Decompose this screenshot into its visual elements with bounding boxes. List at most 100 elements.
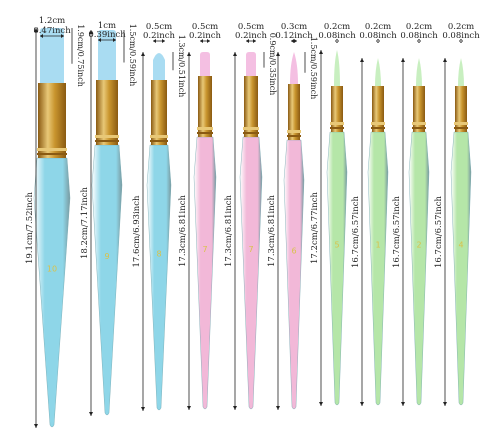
width-arrowheads [246, 39, 256, 43]
brush-handle [239, 136, 263, 410]
brush-bristles [40, 28, 64, 83]
head-width-inch-label: 0.08inch [442, 31, 480, 41]
head-length-label: 1.3cm/0.51inch [177, 35, 186, 98]
head-width-inch-label: 0.39inch [88, 30, 126, 40]
width-arrowheads [376, 39, 380, 43]
head-width-inch-label: 0.2inch [189, 31, 221, 41]
brush-handle [408, 131, 430, 406]
brush-bristles [246, 52, 256, 76]
brush-bristles [98, 30, 116, 80]
head-width-inch-label: 0.08inch [400, 31, 438, 41]
ferrule-crimp [371, 122, 385, 125]
head-width-inch-label: 0.12inch [275, 31, 313, 41]
ferrule-crimp [37, 153, 67, 155]
head-width-label: 0.2cm [324, 22, 350, 32]
brush-bristles [200, 52, 210, 76]
brush-handle [91, 144, 123, 416]
total-length-label: 17.6cm/6.93inch [132, 195, 142, 267]
head-width-label: 0.5cm [146, 22, 172, 32]
ferrule-crimp [150, 135, 168, 138]
total-length-label: 17.3cm/6.81inch [178, 194, 188, 266]
brush-bristles [458, 58, 464, 86]
width-arrowheads [459, 39, 463, 43]
brush-ferrule [372, 86, 384, 132]
brush-number: 2 [416, 241, 421, 250]
brush-number: 4 [458, 241, 463, 250]
brush-bristles [375, 58, 381, 86]
brush-ferrule [96, 80, 118, 145]
head-length-label: 1.9cm/0.75inch [76, 24, 85, 87]
ferrule-crimp [330, 127, 344, 129]
total-length-label: 17.3cm/6.81inch [224, 194, 234, 266]
width-arrowheads [200, 39, 210, 43]
brush-handle [367, 131, 389, 406]
head-width-label: 0.5cm [192, 22, 218, 32]
brush-ferrule [151, 80, 167, 145]
brush-number: 7 [202, 245, 207, 254]
total-length-label: 17.2cm/6.77inch [310, 191, 320, 263]
brush-ferrule [198, 76, 212, 137]
ferrule-crimp [95, 135, 119, 138]
head-width-label: 0.2cm [365, 22, 391, 32]
head-length-label: 1.5cm/0.59inch [309, 37, 318, 100]
head-width-label: 0.3cm [281, 22, 307, 32]
brush-bristles [334, 50, 340, 86]
head-width-label: 1.2cm [39, 16, 65, 26]
brush-handle [146, 144, 172, 411]
brush-ferrule [331, 86, 343, 132]
width-arrowheads [40, 34, 64, 38]
brush-ferrule [244, 76, 258, 137]
total-length-label: 17.3cm/6.81inch [267, 194, 277, 266]
head-width-label: 0.5cm [238, 22, 264, 32]
head-length-label: 1.5cm/0.59inch [128, 24, 137, 87]
brush-ferrule [413, 86, 425, 132]
brush-number: 8 [156, 250, 161, 259]
ferrule-crimp [37, 148, 67, 151]
ferrule-crimp [287, 130, 301, 133]
width-arrowheads [153, 39, 165, 43]
brush-ferrule [288, 84, 300, 140]
ferrule-crimp [454, 122, 468, 125]
head-width-inch-label: 0.47inch [33, 26, 71, 36]
total-length-label: 16.7cm/6.57inch [351, 195, 361, 267]
ferrule-crimp [412, 127, 426, 129]
brush-bristles [416, 58, 422, 86]
ferrule-crimp [243, 127, 259, 130]
brush-bristles [290, 52, 298, 84]
width-arrowheads [417, 39, 421, 43]
ferrule-crimp [95, 140, 119, 142]
brush-number: 6 [291, 247, 296, 256]
head-width-inch-label: 0.08inch [318, 31, 356, 41]
ferrule-crimp [287, 135, 301, 137]
brush-bristles [153, 53, 165, 80]
head-length-label: 0.9cm/0.35inch [268, 33, 277, 96]
ferrule-crimp [454, 127, 468, 129]
ferrule-crimp [197, 127, 213, 130]
brush-ferrule [38, 83, 66, 158]
brush-handle [450, 131, 472, 406]
ferrule-crimp [197, 132, 213, 134]
brush-handle [193, 136, 217, 410]
ferrule-crimp [412, 122, 426, 125]
brush-handle [283, 139, 305, 410]
head-width-label: 1cm [98, 21, 116, 31]
brush-number: 9 [104, 252, 109, 261]
brush-number: 7 [248, 245, 253, 254]
ferrule-crimp [330, 122, 344, 125]
head-width-label: 0.2cm [406, 22, 432, 32]
total-length-label: 16.7cm/6.57inch [434, 195, 444, 267]
brush-number: 5 [334, 241, 339, 250]
brush-ferrule [455, 86, 467, 132]
head-width-inch-label: 0.2inch [143, 31, 175, 41]
brush-handle [33, 157, 71, 428]
ferrule-crimp [371, 127, 385, 129]
